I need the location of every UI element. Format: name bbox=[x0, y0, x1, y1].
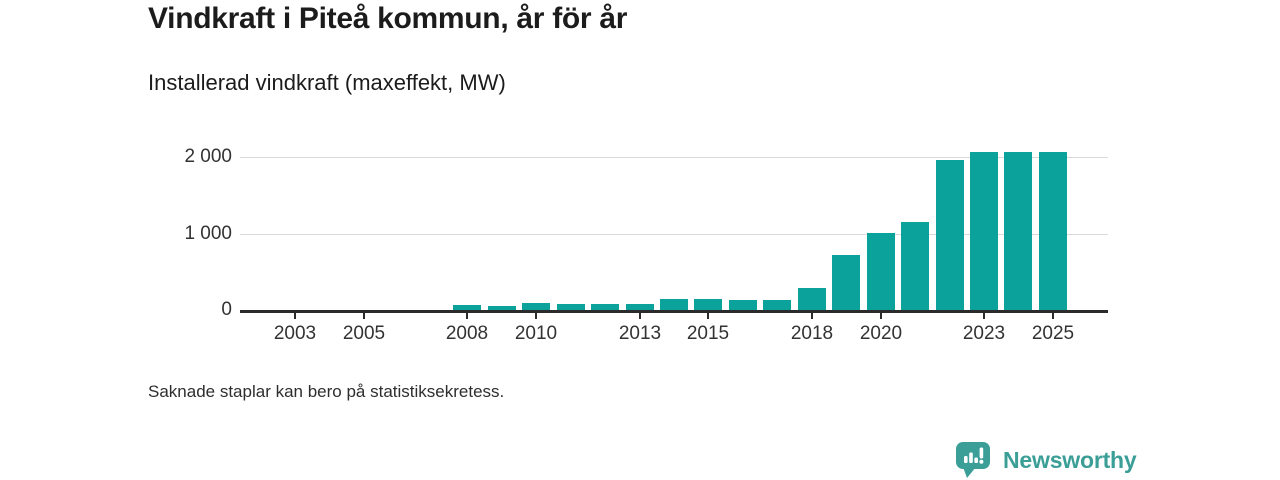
chart-subtitle: Installerad vindkraft (maxeffekt, MW) bbox=[148, 70, 506, 95]
y-tick-label-1000: 1 000 bbox=[184, 223, 232, 244]
y-tick-label-0: 0 bbox=[221, 299, 232, 320]
x-tick-mark-2005 bbox=[363, 313, 365, 319]
x-tick-label-2025: 2025 bbox=[1031, 323, 1075, 344]
bar-2016 bbox=[729, 300, 757, 310]
x-axis-line bbox=[240, 310, 1108, 313]
x-tick-mark-2003 bbox=[294, 313, 296, 319]
x-tick-mark-2020 bbox=[880, 313, 882, 319]
bar-2011 bbox=[557, 304, 585, 310]
x-tick-mark-2013 bbox=[639, 313, 641, 319]
x-tick-label-2023: 2023 bbox=[962, 323, 1006, 344]
x-tick-label-2005: 2005 bbox=[342, 323, 386, 344]
bar-2017 bbox=[763, 300, 791, 310]
x-tick-label-2015: 2015 bbox=[686, 323, 730, 344]
bar-2015 bbox=[694, 299, 722, 310]
bar-2014 bbox=[660, 299, 688, 310]
x-tick-mark-2018 bbox=[811, 313, 813, 319]
footnote: Saknade staplar kan bero på statistiksek… bbox=[148, 382, 505, 401]
bar-2022 bbox=[936, 160, 964, 310]
x-tick-label-2020: 2020 bbox=[859, 323, 903, 344]
bar-2013 bbox=[626, 304, 654, 310]
bar-2012 bbox=[591, 304, 619, 310]
x-tick-label-2003: 2003 bbox=[273, 323, 317, 344]
x-tick-label-2018: 2018 bbox=[790, 323, 834, 344]
bar-2018 bbox=[798, 288, 826, 310]
x-tick-mark-2025 bbox=[1052, 313, 1054, 319]
chart-title: Vindkraft i Piteå kommun, år för år bbox=[148, 2, 628, 35]
bar-2009 bbox=[488, 306, 516, 310]
x-tick-label-2013: 2013 bbox=[618, 323, 662, 344]
y-tick-label-2000: 2 000 bbox=[184, 146, 232, 167]
bar-2010 bbox=[522, 303, 550, 310]
x-tick-mark-2010 bbox=[535, 313, 537, 319]
bar-2008 bbox=[453, 305, 481, 310]
x-tick-mark-2015 bbox=[707, 313, 709, 319]
bar-2019 bbox=[832, 255, 860, 310]
bar-2020 bbox=[867, 233, 895, 310]
newsworthy-logo[interactable]: Newsworthy bbox=[953, 441, 1137, 479]
x-tick-mark-2023 bbox=[983, 313, 985, 319]
bar-2023 bbox=[970, 152, 998, 310]
x-tick-mark-2008 bbox=[466, 313, 468, 319]
bar-2021 bbox=[901, 222, 929, 310]
bar-2024 bbox=[1004, 152, 1032, 310]
gridline-2000 bbox=[240, 157, 1108, 158]
newsworthy-logo-icon bbox=[956, 442, 990, 478]
x-tick-label-2010: 2010 bbox=[514, 323, 558, 344]
gridline-1000 bbox=[240, 234, 1108, 235]
newsworthy-wordmark: Newsworthy bbox=[1003, 446, 1137, 473]
bar-2025 bbox=[1039, 152, 1067, 310]
x-tick-label-2008: 2008 bbox=[445, 323, 489, 344]
